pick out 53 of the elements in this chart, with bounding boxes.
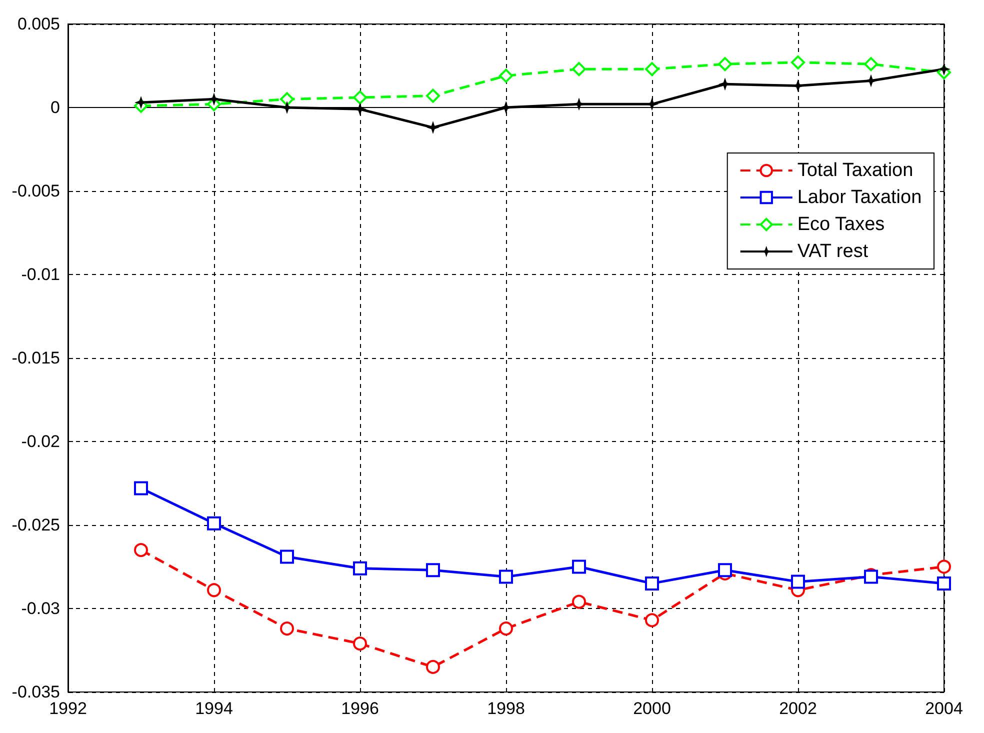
legend-label: VAT rest [797,241,869,262]
point [426,88,440,103]
legend-label: Total Taxation [797,160,914,181]
x-tick-label: 2000 [633,699,671,718]
point [353,90,367,104]
x-tick-label: 2004 [925,699,963,718]
point [718,563,732,578]
point [134,481,148,496]
y-tick-label: -0.015 [12,348,60,368]
point [207,516,221,530]
x-tick-label: 1992 [49,699,87,718]
legend-label: Eco Taxes [797,214,885,235]
point [280,550,294,564]
point [499,570,513,584]
point [718,57,732,72]
point [937,560,951,574]
point [645,613,659,628]
point [426,563,440,578]
point [572,560,586,574]
x-tick-label: 2002 [779,699,817,718]
point [791,574,805,589]
point [938,62,950,76]
point [280,92,294,106]
y-tick-label: 0 [50,98,60,117]
y-tick-label: -0.03 [21,599,60,618]
point [572,594,586,609]
y-tick-label: -0.025 [12,516,60,534]
point [426,660,440,674]
point [353,561,367,576]
point [499,68,513,83]
x-tick-label: 1996 [341,699,379,718]
point [134,543,148,558]
point [864,57,878,72]
legend-label: Labor Taxation [797,187,922,208]
x-tick-label: 1998 [487,699,525,718]
point [937,576,951,590]
point [208,92,220,106]
point [645,576,659,590]
point [499,622,513,636]
x-tick-label: 1994 [195,699,233,718]
point [572,62,586,76]
y-tick-label: -0.005 [12,182,60,200]
point [426,121,440,134]
point [791,55,805,70]
point [207,583,221,598]
y-tick-label: -0.01 [21,265,60,284]
point [353,636,367,651]
y-tick-label: -0.02 [21,432,60,451]
y-tick-label: -0.035 [12,682,60,702]
point [134,96,148,109]
point [645,62,659,76]
point [280,622,294,636]
y-tick-label: 0.005 [17,14,60,34]
